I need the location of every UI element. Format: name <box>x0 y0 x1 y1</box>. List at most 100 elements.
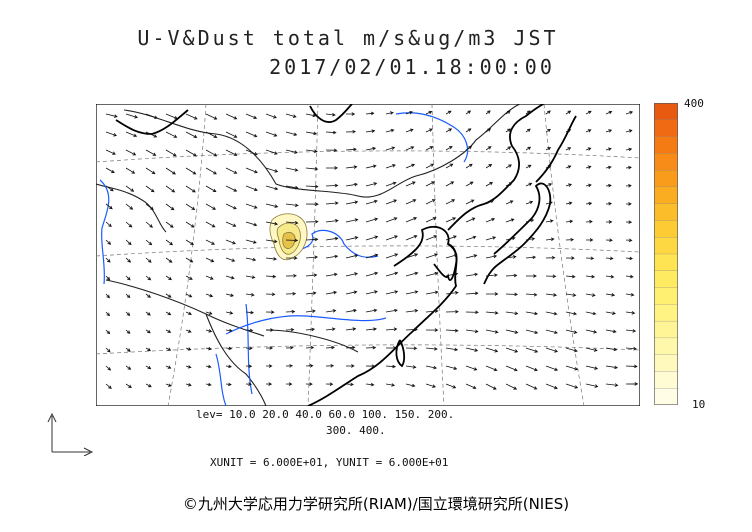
wind-vector <box>165 365 172 369</box>
wind-vector <box>465 181 474 187</box>
wind-vector <box>185 149 197 157</box>
wind-vector <box>105 203 113 210</box>
colorbar-cell <box>654 136 678 154</box>
dust-wind-map <box>96 104 640 406</box>
wind-vector <box>145 239 153 246</box>
wind-vector <box>485 128 492 133</box>
wind-vector <box>405 163 416 169</box>
colorbar-cell <box>654 287 678 305</box>
wind-vector <box>585 329 598 334</box>
wind-vector <box>345 272 359 277</box>
wind-vector <box>185 167 197 175</box>
wind-vector <box>305 291 317 295</box>
wind-vector <box>605 365 619 370</box>
copyright-notice: ©九州大学応用力学研究所(RIAM)/国立環境研究所(NIES) <box>182 495 570 513</box>
wind-vector <box>405 181 416 187</box>
wind-vector <box>185 365 192 369</box>
wind-vector <box>345 236 359 241</box>
wind-vector <box>185 239 195 246</box>
wind-vector <box>405 146 415 151</box>
wind-vector <box>525 146 532 151</box>
wind-vector <box>285 131 298 136</box>
wind-vector <box>505 347 519 353</box>
wind-vector <box>585 383 599 388</box>
wind-vector <box>285 346 294 350</box>
wind-vector <box>605 129 613 133</box>
wind-vector <box>245 292 255 297</box>
wind-vector <box>525 218 535 223</box>
wind-vector <box>285 203 299 207</box>
wind-vector <box>405 253 419 259</box>
wind-vector <box>585 129 592 133</box>
wind-vector <box>565 165 572 169</box>
wind-vector <box>465 110 472 115</box>
wind-vector <box>445 347 459 352</box>
wind-vector <box>605 147 612 151</box>
wind-vector <box>265 131 278 137</box>
wind-vector <box>605 347 618 352</box>
wind-vector <box>205 311 213 315</box>
wind-vector <box>385 199 398 205</box>
wind-vector <box>425 235 438 241</box>
wind-vector <box>265 221 279 226</box>
wind-vector <box>585 293 596 297</box>
wind-vector <box>125 221 133 228</box>
wind-vector <box>505 128 511 133</box>
wind-vector <box>585 311 597 316</box>
wind-vector <box>365 253 379 259</box>
wind-vector <box>165 131 178 138</box>
wind-vector <box>325 254 339 259</box>
wind-vector <box>385 146 396 151</box>
wind-vector <box>405 235 418 241</box>
wind-vector <box>445 163 454 169</box>
wind-vector <box>445 235 457 241</box>
wind-vector <box>485 383 497 390</box>
wind-vector <box>465 217 476 223</box>
wind-vector <box>625 184 632 188</box>
colorbar-cell <box>654 388 678 405</box>
wind-vector <box>525 255 537 260</box>
wind-vector <box>485 181 494 187</box>
wind-vector <box>485 110 491 115</box>
xy-axis-arrows-icon <box>47 412 94 456</box>
wind-vector <box>505 365 518 372</box>
colorbar-cell <box>654 371 678 389</box>
wind-vector <box>266 346 274 350</box>
wind-vector <box>305 202 319 206</box>
wind-vector <box>185 131 198 138</box>
wind-vector <box>465 254 478 259</box>
colorbar-cell <box>654 153 678 171</box>
wind-vector <box>545 165 552 169</box>
wind-vector <box>465 235 477 241</box>
wind-vector <box>505 236 516 241</box>
wind-vector <box>526 274 537 278</box>
wind-vector <box>245 275 256 279</box>
wind-vector <box>125 185 135 192</box>
wind-vector <box>145 329 151 334</box>
wind-vector <box>565 219 574 224</box>
wind-vector <box>525 128 531 133</box>
wind-vector <box>205 275 214 280</box>
wind-vector <box>225 346 233 351</box>
wind-vector <box>486 292 499 296</box>
wind-vector <box>365 146 377 151</box>
wind-vector <box>185 221 195 228</box>
wind-vector <box>445 199 456 205</box>
wind-vector <box>265 167 279 173</box>
contour-levels-line2: 300. 400. <box>326 424 386 437</box>
wind-vector <box>105 329 111 335</box>
wind-vector <box>265 274 277 279</box>
wind-vector <box>545 365 559 371</box>
wind-vector <box>325 130 337 135</box>
wind-vector <box>245 149 258 156</box>
wind-vector <box>105 365 112 371</box>
wind-vector <box>145 275 152 281</box>
wind-vector <box>125 311 131 316</box>
wind-vector <box>505 292 519 297</box>
wind-vector <box>425 290 439 295</box>
wind-vector <box>445 128 453 133</box>
wind-vector <box>205 364 212 369</box>
wind-vector <box>425 199 436 205</box>
wind-vector <box>325 272 338 277</box>
colorbar-cell <box>654 320 678 339</box>
